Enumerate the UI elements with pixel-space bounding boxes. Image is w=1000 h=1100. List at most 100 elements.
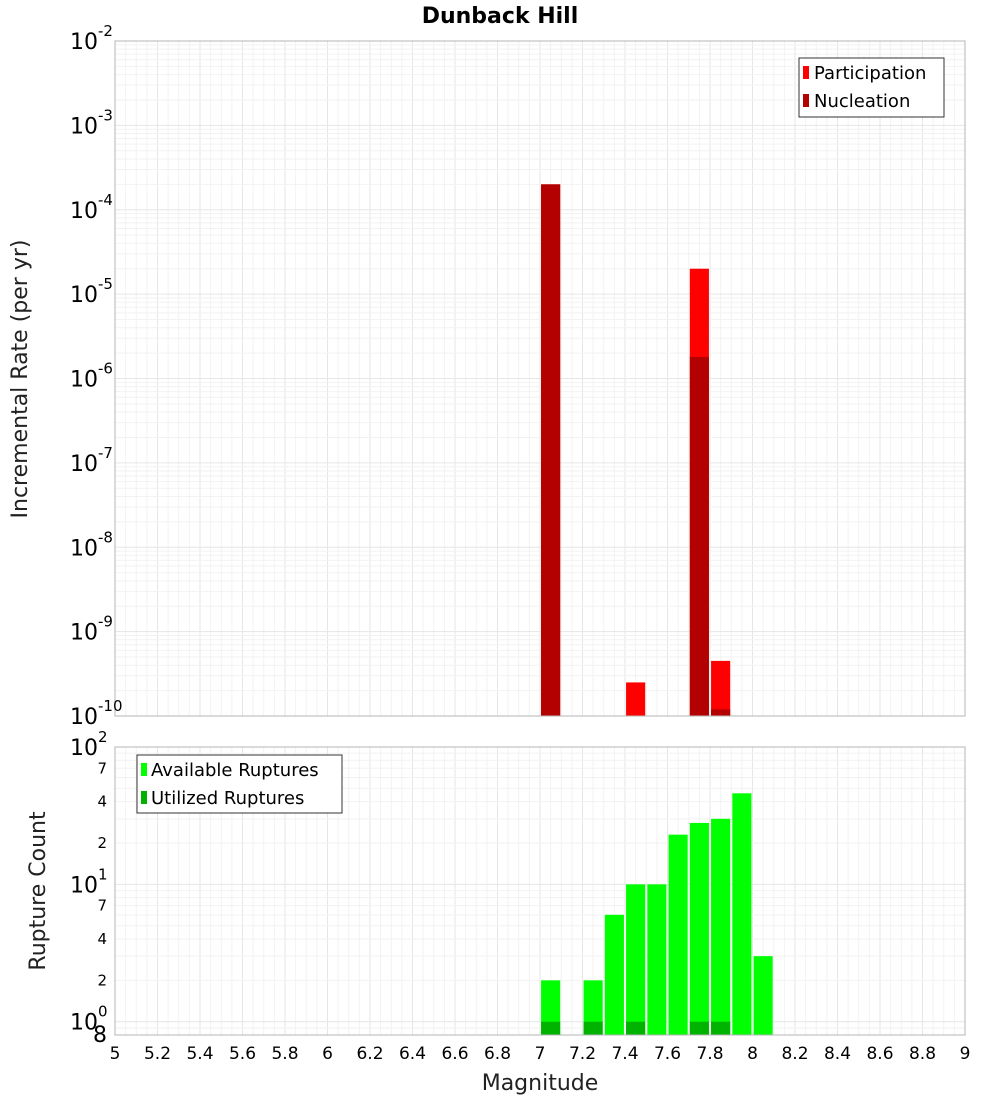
count-y-axis-label: Rupture Count [26,811,51,971]
utilized-ruptures-bar [541,1021,561,1035]
rate-y-tick-exponent: -4 [98,191,113,209]
nucleation-bar [541,184,561,717]
x-tick-label: 8.8 [909,1044,936,1064]
rate-y-tick-exponent: -2 [98,22,113,40]
x-tick-label: 5.6 [229,1044,256,1064]
rate-y-tick-exponent: -10 [98,697,123,715]
rate-y-tick-exponent: -8 [98,528,113,546]
count-y-minor-tick: 7 [97,759,107,777]
legend-swatch-available [141,763,147,776]
rate-y-axis-label: Incremental Rate (per yr) [8,240,33,519]
legend-swatch-participation [803,66,809,79]
available-ruptures-bar [711,818,731,1035]
rate-y-tick-mantissa: 10 [70,452,98,477]
legend-swatch-utilized [141,791,147,804]
rate-legend: Participation Nucleation [798,57,945,118]
rate-y-tick-exponent: -6 [98,360,113,378]
available-ruptures-bar [604,914,624,1035]
rate-y-tick-exponent: -7 [98,444,113,462]
count-y-tick-mantissa: 10 [70,1011,98,1036]
rate-y-tick-mantissa: 10 [70,536,98,561]
x-tick-label: 7 [535,1044,546,1064]
rate-y-tick-exponent: -5 [98,275,113,293]
count-y-minor-tick: 2 [97,834,107,852]
rate-y-tick-mantissa: 10 [70,199,98,224]
x-tick-label: 8.2 [781,1044,808,1064]
x-tick-label: 6.4 [399,1044,426,1064]
x-tick-label: 8.6 [866,1044,893,1064]
count-y-minor-tick: 4 [97,930,107,948]
rate-y-tick-mantissa: 10 [70,621,98,646]
utilized-ruptures-bar [689,1021,709,1035]
participation-bar [711,660,731,716]
rate-y-tick-mantissa: 10 [70,114,98,139]
available-ruptures-bar [732,793,752,1035]
x-tick-label: 6.6 [441,1044,468,1064]
x-tick-label: 6.8 [484,1044,511,1064]
x-tick-label: 6.2 [356,1044,383,1064]
legend-label-participation: Participation [814,63,926,84]
available-ruptures-bar [583,980,603,1035]
rate-y-tick-mantissa: 10 [70,705,98,730]
available-ruptures-bar [647,884,667,1035]
rate-plot-frame [114,40,966,717]
x-axis-label: Magnitude [482,1071,599,1096]
x-tick-label: 8 [747,1044,758,1064]
x-tick-label: 5 [110,1044,121,1064]
available-ruptures-bar [541,980,561,1035]
count-y-minor-tick: 7 [97,897,107,915]
count-y-minor-tick: 2 [97,971,107,989]
x-tick-label: 8.4 [824,1044,851,1064]
rate-grid [114,41,966,717]
count-y-minor-tick: 4 [97,793,107,811]
x-tick-label: 7.6 [654,1044,681,1064]
rate-y-tick-mantissa: 10 [70,283,98,308]
utilized-ruptures-bar [711,1021,731,1035]
count-y-tick-exponent: 2 [98,728,108,746]
count-plot-frame [114,746,966,1036]
available-ruptures-bar [626,884,646,1035]
count-grid [114,747,966,1036]
count-legend: Available Ruptures Utilized Ruptures [136,754,343,814]
x-tick-label: 7.4 [611,1044,638,1064]
x-tick-label: 5.2 [144,1044,171,1064]
x-tick-label: 6 [322,1044,333,1064]
available-ruptures-bar [753,956,773,1035]
count-y-tick-mantissa: 10 [70,873,98,898]
rate-y-tick-mantissa: 10 [70,368,98,393]
legend-label-nucleation: Nucleation [814,91,910,112]
count-bars [541,793,773,1035]
legend-swatch-nucleation [803,94,809,107]
utilized-ruptures-bar [583,1021,603,1035]
nucleation-bar [711,709,731,716]
chart-title: Dunback Hill [422,4,579,29]
utilized-ruptures-bar [626,1021,646,1035]
count-y-tick-mantissa: 10 [70,736,98,761]
rate-y-tick-exponent: -3 [98,106,113,124]
x-tick-label: 5.8 [271,1044,298,1064]
count-y-minor-tick: 8 [93,1023,107,1048]
available-ruptures-bar [689,822,709,1035]
rate-y-tick-exponent: -9 [98,613,113,631]
legend-label-utilized: Utilized Ruptures [151,788,304,809]
x-tick-label: 5.4 [186,1044,213,1064]
x-tick-labels: 5 5.2 5.4 5.6 5.8 6 6.2 6.4 6.6 6.8 7 7.2 7.4 7.6 7.8 8… [110,1044,971,1064]
x-tick-label: 9 [960,1044,971,1064]
x-tick-label: 7.2 [569,1044,596,1064]
nucleation-bar [689,356,709,716]
rate-y-tick-mantissa: 10 [70,30,98,55]
rate-legend-box [798,57,945,118]
x-tick-label: 7.8 [696,1044,723,1064]
participation-bar [626,682,646,716]
rate-bars [541,184,731,717]
count-y-tick-exponent: 1 [98,865,108,883]
available-ruptures-bar [668,834,688,1035]
count-legend-box [136,754,343,814]
legend-label-available: Available Ruptures [151,760,319,781]
count-y-tick-exponent: 0 [98,1003,108,1021]
